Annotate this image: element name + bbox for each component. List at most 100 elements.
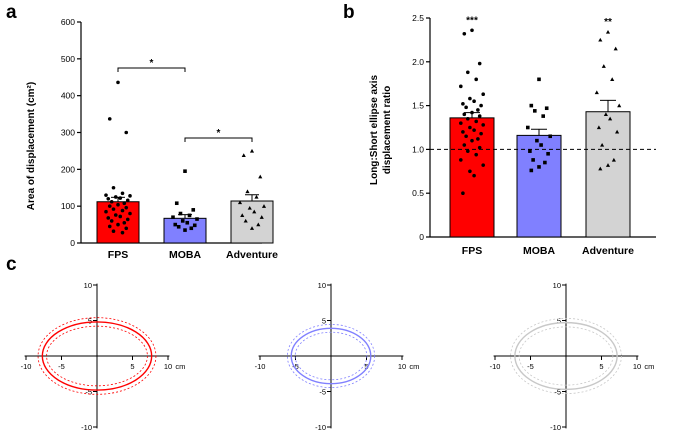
panel-a-point bbox=[118, 196, 123, 200]
panel-c-ellipse-outer bbox=[37, 317, 157, 395]
panel-b-ylabel-group: Long:Short ellipse axis displacement rat… bbox=[369, 75, 393, 185]
panel-b-point bbox=[596, 125, 601, 130]
panel-b-point bbox=[466, 116, 470, 121]
panel-c-xtick-label: -10 bbox=[255, 362, 266, 371]
panel-c-xtick-label: 10 bbox=[398, 362, 406, 371]
panel-b-ytick-label: 1.0 bbox=[412, 144, 424, 154]
panel-b-point bbox=[600, 142, 605, 147]
panel-b-point bbox=[472, 128, 476, 132]
panel-b-ytick-label: 0 bbox=[419, 232, 424, 242]
panel-c-ellipse-inner bbox=[294, 331, 368, 381]
panel-c-letter: c bbox=[6, 254, 17, 275]
panel-b-point bbox=[611, 157, 616, 162]
panel-b-point bbox=[474, 119, 479, 124]
panel-a-point bbox=[104, 193, 108, 197]
panel-b-ytick-label: 1.5 bbox=[412, 101, 424, 111]
panel-b-cat-moba: MOBA bbox=[523, 245, 555, 257]
panel-a-bar-fps bbox=[96, 201, 140, 244]
panel-a-points bbox=[104, 80, 267, 235]
panel-b-point bbox=[466, 149, 470, 153]
panel-a-point bbox=[125, 217, 130, 222]
panel-b-point bbox=[462, 143, 467, 147]
panel-a-point bbox=[125, 198, 130, 203]
panel-a-point bbox=[107, 117, 112, 121]
panel-b-point bbox=[477, 61, 482, 66]
panel-b-point bbox=[598, 37, 603, 42]
panel-c-ellipse-mean bbox=[41, 321, 153, 391]
panel-a-point bbox=[183, 228, 187, 232]
panel-c-ellipse-mean bbox=[514, 321, 618, 391]
panel-b-point bbox=[476, 108, 480, 112]
panel-a-point bbox=[106, 216, 111, 220]
panel-a-point bbox=[109, 219, 114, 223]
panel-a-bars bbox=[96, 194, 274, 244]
panel-b-point bbox=[529, 103, 534, 108]
panel-c-ytick-label: -10 bbox=[81, 423, 92, 432]
panel-a-point bbox=[195, 217, 199, 221]
panel-a-point bbox=[113, 195, 118, 199]
panel-c-ytick-label: -5 bbox=[319, 388, 326, 397]
panel-a-point bbox=[174, 201, 179, 206]
panel-a-point bbox=[128, 194, 132, 198]
panel-b-bar-moba bbox=[516, 134, 562, 238]
panel-a-point bbox=[249, 148, 255, 153]
panel-a-ylabel-group: Area of displacement (cm²) bbox=[26, 82, 37, 210]
panel-b-point bbox=[461, 102, 465, 106]
panel-b-ytick-label: 2.5 bbox=[412, 13, 424, 23]
panel-b-point bbox=[539, 143, 543, 147]
panel-b-bar-label: ** bbox=[604, 17, 612, 28]
panel-c-xtick-label: 10 bbox=[164, 362, 172, 371]
panel-a-ytick-label: 200 bbox=[61, 164, 75, 174]
panel-b-cat-fps: FPS bbox=[462, 245, 482, 257]
panel-b-point bbox=[461, 130, 465, 134]
panel-a-point bbox=[178, 211, 183, 216]
panel-b-point bbox=[544, 106, 549, 111]
panel-a-point bbox=[191, 208, 196, 212]
panel-b-ytick-label: 0.5 bbox=[412, 188, 424, 198]
panel-a-point bbox=[120, 191, 125, 196]
panel-c-ytick-label: 5 bbox=[557, 317, 561, 326]
panel-b-point bbox=[479, 131, 483, 136]
panel-b-bar-adventure bbox=[585, 111, 631, 238]
panel-c-xtick-label: 5 bbox=[130, 362, 134, 371]
panel-b-bar-fps bbox=[449, 117, 495, 238]
panel-b-ytick-label: 2.0 bbox=[412, 57, 424, 67]
panel-a-yticks: 0 100 200 300 400 500 600 bbox=[61, 17, 81, 248]
panel-a-cat-adventure: Adventure bbox=[226, 249, 278, 261]
panel-a-point bbox=[240, 213, 245, 218]
panel-a-cat-fps: FPS bbox=[108, 249, 128, 261]
panel-a-ytick-label: 300 bbox=[61, 128, 75, 138]
panel-b-point bbox=[476, 137, 480, 141]
panel-b-bar-labels: *** ** bbox=[466, 15, 612, 28]
panel-c-ytick-label: 10 bbox=[318, 281, 326, 290]
panel-c-xtick-label: 5 bbox=[599, 362, 603, 371]
panel-b-bar-label: *** bbox=[466, 15, 478, 26]
panel-b-xtick-labels: FPS MOBA Adventure bbox=[462, 245, 634, 257]
panel-a-point bbox=[122, 201, 127, 206]
panel-a-point bbox=[237, 200, 243, 205]
panel-a-point bbox=[261, 204, 267, 208]
panel-b-point bbox=[528, 149, 532, 153]
panel-a-point bbox=[259, 215, 264, 219]
panel-b-point bbox=[535, 138, 539, 143]
panel-a-sig-label: * bbox=[150, 58, 154, 69]
panel-b-point bbox=[594, 90, 599, 95]
panel-a-point bbox=[111, 185, 116, 190]
panel-a-point bbox=[118, 214, 123, 219]
panel-c-ytick-label: 5 bbox=[322, 317, 326, 326]
panel-b-point bbox=[546, 151, 550, 156]
panel-a-point bbox=[107, 224, 112, 229]
panel-b-point bbox=[468, 96, 472, 101]
panel-c-ellipse-outer bbox=[286, 324, 376, 388]
panel-b-point bbox=[615, 129, 620, 134]
panel-a-point bbox=[120, 208, 125, 213]
panel-c-ytick-label: -5 bbox=[554, 388, 561, 397]
panel-b-yticks: 0 0.5 1.0 1.5 2.0 2.5 bbox=[412, 13, 430, 242]
panel-b-bars bbox=[449, 99, 631, 238]
panel-c-unit-label: cm bbox=[644, 362, 654, 371]
panel-b-point bbox=[613, 46, 618, 51]
panel-b-point bbox=[608, 116, 613, 121]
panel-b-point bbox=[610, 77, 615, 81]
